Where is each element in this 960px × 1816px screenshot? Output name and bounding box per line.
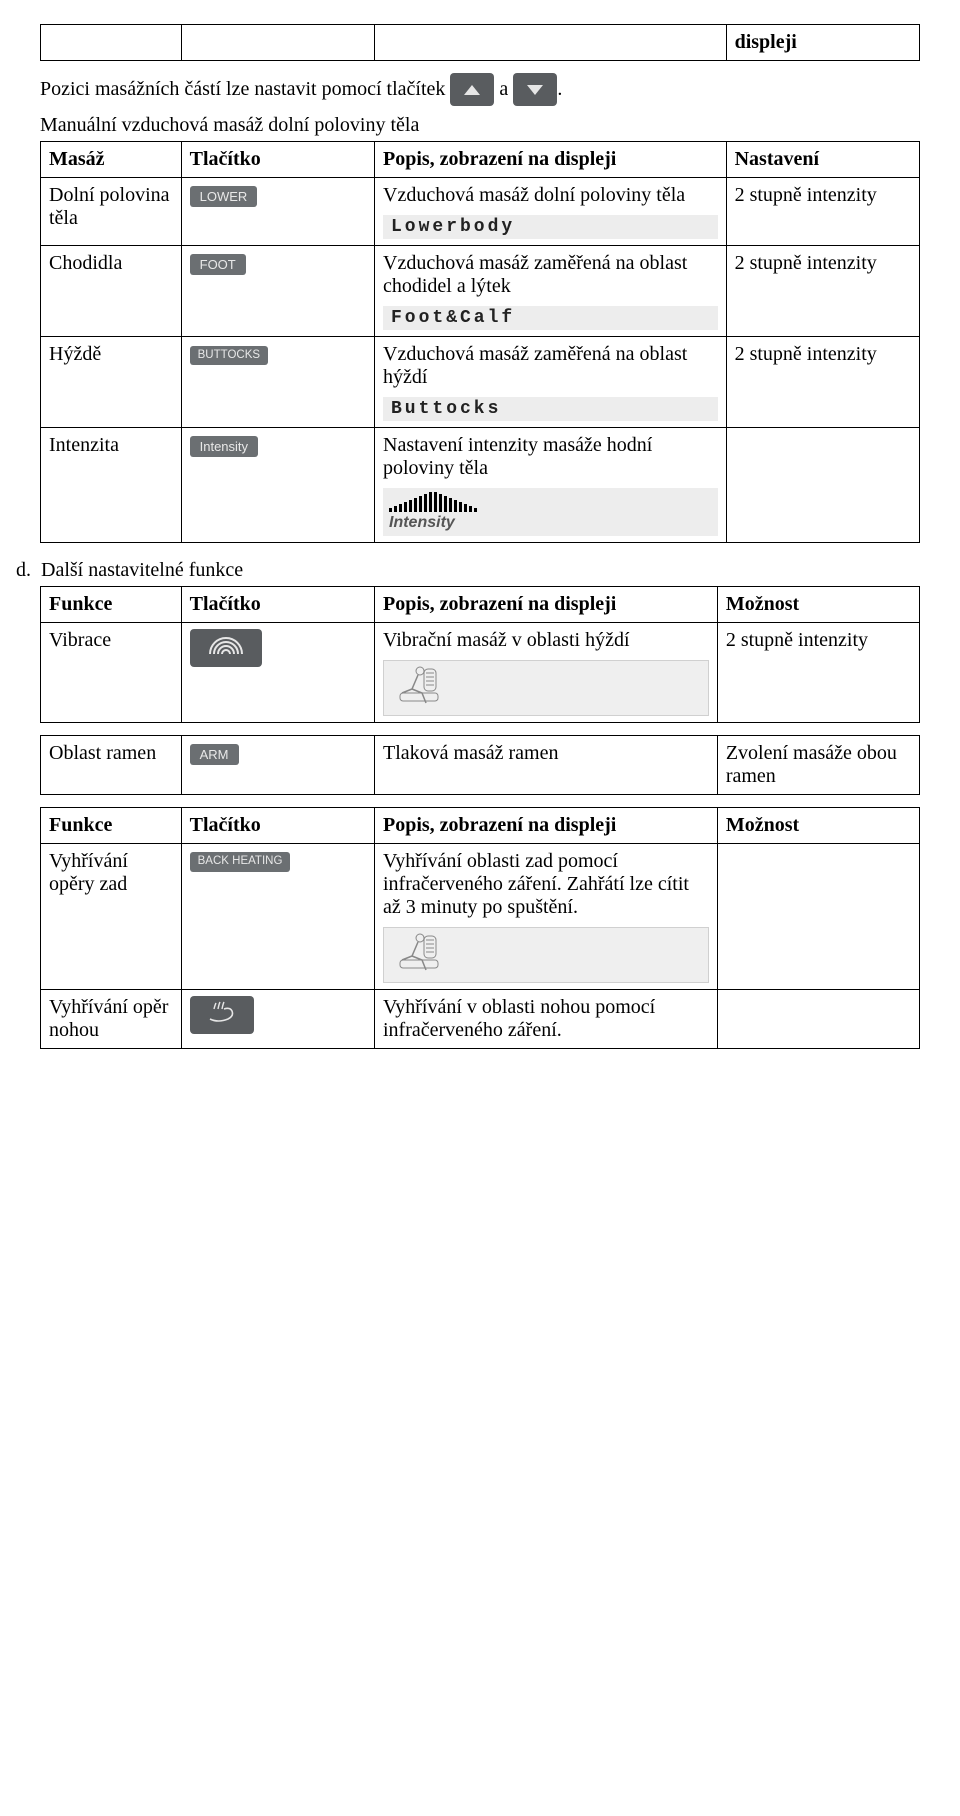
display-label-footcalf: Foot&Calf [383,306,718,330]
additional-functions-table: Funkce Tlačítko Popis, zobrazení na disp… [40,586,920,723]
col-header: Popis, zobrazení na displeji [375,807,718,843]
foot-button-icon: FOOT [190,254,246,275]
empty-cell [41,25,182,61]
row-label: Intenzita [41,428,182,543]
buttocks-button-icon: BUTTOCKS [190,346,268,366]
table-row: Dolní polovina těla LOWER Vzduchová masá… [41,178,920,246]
setting-text [726,428,919,543]
table-header-row: Funkce Tlačítko Popis, zobrazení na disp… [41,586,920,622]
setting-text: 2 stupně intenzity [726,246,919,337]
button-cell: Intensity [181,428,374,543]
col-header: Tlačítko [181,807,374,843]
col-header: Tlačítko [181,142,374,178]
table2-caption: Manuální vzduchová masáž dolní poloviny … [40,114,920,137]
intro-text: Pozici masážních částí lze nastavit pomo… [40,78,445,100]
arrow-down-button-icon [513,73,557,106]
row-label: Oblast ramen [41,735,182,794]
col-header: Možnost [717,586,919,622]
col-header: Funkce [41,807,182,843]
table-row: Vibrace Vibrační masáž v oblasti hýždí [41,622,920,722]
table-row: Intenzita Intensity Nastavení intenzity … [41,428,920,543]
row-label: Chodidla [41,246,182,337]
desc-cell: Vzduchová masáž zaměřená na oblast chodi… [375,246,727,337]
back-heating-button-icon: BACK HEATING [190,852,291,872]
arm-table: Oblast ramen ARM Tlaková masáž ramen Zvo… [40,735,920,795]
table-row: Vyhřívání opěry zad BACK HEATING Vyhřívá… [41,843,920,989]
chair-heating-icon [383,927,709,983]
desc-text: Vzduchová masáž zaměřená na oblast hýždí [383,343,718,389]
setting-text [717,843,919,989]
display-label-buttocks: Buttocks [383,397,718,421]
col-header: Nastavení [726,142,919,178]
button-cell: ARM [181,735,374,794]
desc-text: Nastavení intenzity masáže hodní polovin… [383,434,718,480]
button-cell: BACK HEATING [181,843,374,989]
button-cell: LOWER [181,178,374,246]
col-header: Funkce [41,586,182,622]
desc-cell: Vzduchová masáž zaměřená na oblast hýždí… [375,337,727,428]
fragment-cell: displeji [726,25,919,61]
desc-text: Tlaková masáž ramen [375,735,718,794]
col-header: Možnost [717,807,919,843]
setting-text: Zvolení masáže obou ramen [717,735,919,794]
empty-cell [375,25,727,61]
desc-text: Vzduchová masáž zaměřená na oblast chodi… [383,252,718,298]
desc-cell: Vyhřívání oblasti zad pomocí infračerven… [375,843,718,989]
table-row: Vyhřívání opěr nohou Vyhřívání v oblasti… [41,989,920,1048]
row-label: Hýždě [41,337,182,428]
vibration-button-icon [190,629,262,667]
desc-text: Vyhřívání oblasti zad pomocí infračerven… [383,850,709,919]
row-label: Vyhřívání opěr nohou [41,989,182,1048]
air-massage-table: Masáž Tlačítko Popis, zobrazení na displ… [40,141,920,543]
lower-button-icon: LOWER [190,186,258,207]
table-header-row: Funkce Tlačítko Popis, zobrazení na disp… [41,807,920,843]
fragment-text: displeji [735,31,797,53]
setting-text: 2 stupně intenzity [717,622,919,722]
intensity-bars-icon: Intensity [383,488,718,536]
col-header: Tlačítko [181,586,374,622]
row-label: Vyhřívání opěry zad [41,843,182,989]
section-prefix: d. [16,559,31,581]
row-label: Vibrace [41,622,182,722]
chair-vibration-icon [383,660,709,716]
arm-button-icon: ARM [190,744,239,765]
section-title: Další nastavitelné funkce [41,559,243,581]
col-header: Masáž [41,142,182,178]
setting-text: 2 stupně intenzity [726,337,919,428]
button-cell: BUTTOCKS [181,337,374,428]
button-cell [181,622,374,722]
desc-cell: Vzduchová masáž dolní poloviny těla Lowe… [375,178,727,246]
desc-cell: Vibrační masáž v oblasti hýždí [375,622,718,722]
setting-text [717,989,919,1048]
intro-period: . [557,78,562,100]
button-cell [181,989,374,1048]
display-label-lowerbody: Lowerbody [383,215,718,239]
table-header-row: Masáž Tlačítko Popis, zobrazení na displ… [41,142,920,178]
desc-text: Vibrační masáž v oblasti hýždí [383,629,709,652]
foot-heating-button-icon [190,996,254,1034]
intro-conjunction: a [499,78,508,100]
setting-text: 2 stupně intenzity [726,178,919,246]
intensity-button-icon: Intensity [190,436,258,457]
heating-table: Funkce Tlačítko Popis, zobrazení na disp… [40,807,920,1049]
desc-text: Vyhřívání v oblasti nohou pomocí infrače… [375,989,718,1048]
empty-cell [181,25,374,61]
button-cell: FOOT [181,246,374,337]
intensity-label: Intensity [389,514,712,532]
top-fragment-table: displeji [40,24,920,61]
table-row: Hýždě BUTTOCKS Vzduchová masáž zaměřená … [41,337,920,428]
desc-text: Vzduchová masáž dolní poloviny těla [383,184,718,207]
table-row: Chodidla FOOT Vzduchová masáž zaměřená n… [41,246,920,337]
section-d-heading: d. Další nastavitelné funkce [16,559,920,582]
table-row: Oblast ramen ARM Tlaková masáž ramen Zvo… [41,735,920,794]
col-header: Popis, zobrazení na displeji [375,586,718,622]
arrow-up-button-icon [450,73,494,106]
col-header: Popis, zobrazení na displeji [375,142,727,178]
desc-cell: Nastavení intenzity masáže hodní polovin… [375,428,727,543]
intro-line: Pozici masážních částí lze nastavit pomo… [40,73,920,106]
row-label: Dolní polovina těla [41,178,182,246]
